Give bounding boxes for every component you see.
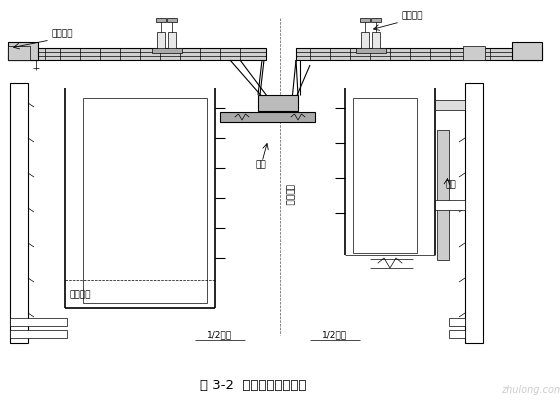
Bar: [8, 42, 38, 60]
Bar: [360, 18, 370, 22]
Bar: [83, 98, 207, 303]
Bar: [353, 98, 417, 253]
Bar: [512, 42, 542, 60]
Bar: [449, 330, 465, 338]
Bar: [8, 46, 30, 60]
Bar: [435, 200, 465, 210]
Text: 盖台顶面: 盖台顶面: [70, 290, 91, 299]
Bar: [8, 48, 266, 60]
Bar: [463, 46, 485, 60]
Text: 模板: 模板: [445, 180, 456, 189]
Bar: [152, 48, 182, 53]
Bar: [258, 95, 298, 111]
Bar: [435, 100, 465, 110]
Bar: [356, 48, 386, 53]
Bar: [156, 18, 166, 22]
Text: zhulong.com: zhulong.com: [501, 385, 560, 395]
Bar: [371, 18, 381, 22]
Text: 作业平台: 作业平台: [52, 29, 73, 38]
Bar: [157, 32, 165, 50]
Bar: [465, 83, 483, 343]
Text: 截中心截: 截中心截: [284, 184, 293, 206]
Text: 图 3-2  圆端形翻模总装图: 图 3-2 圆端形翻模总装图: [200, 379, 306, 392]
Text: 1/2墩底: 1/2墩底: [207, 330, 232, 339]
Bar: [167, 18, 177, 22]
Bar: [10, 83, 28, 343]
Bar: [10, 330, 67, 338]
Bar: [372, 32, 380, 50]
Bar: [10, 318, 67, 326]
Text: 提升系统: 提升系统: [402, 11, 423, 20]
Bar: [361, 32, 369, 50]
Bar: [449, 318, 465, 326]
Bar: [168, 32, 176, 50]
Text: 吊架: 吊架: [255, 161, 266, 169]
Bar: [296, 48, 542, 60]
Bar: [220, 112, 315, 122]
Bar: [437, 130, 449, 260]
Text: 1/2墩顶: 1/2墩顶: [323, 330, 348, 339]
